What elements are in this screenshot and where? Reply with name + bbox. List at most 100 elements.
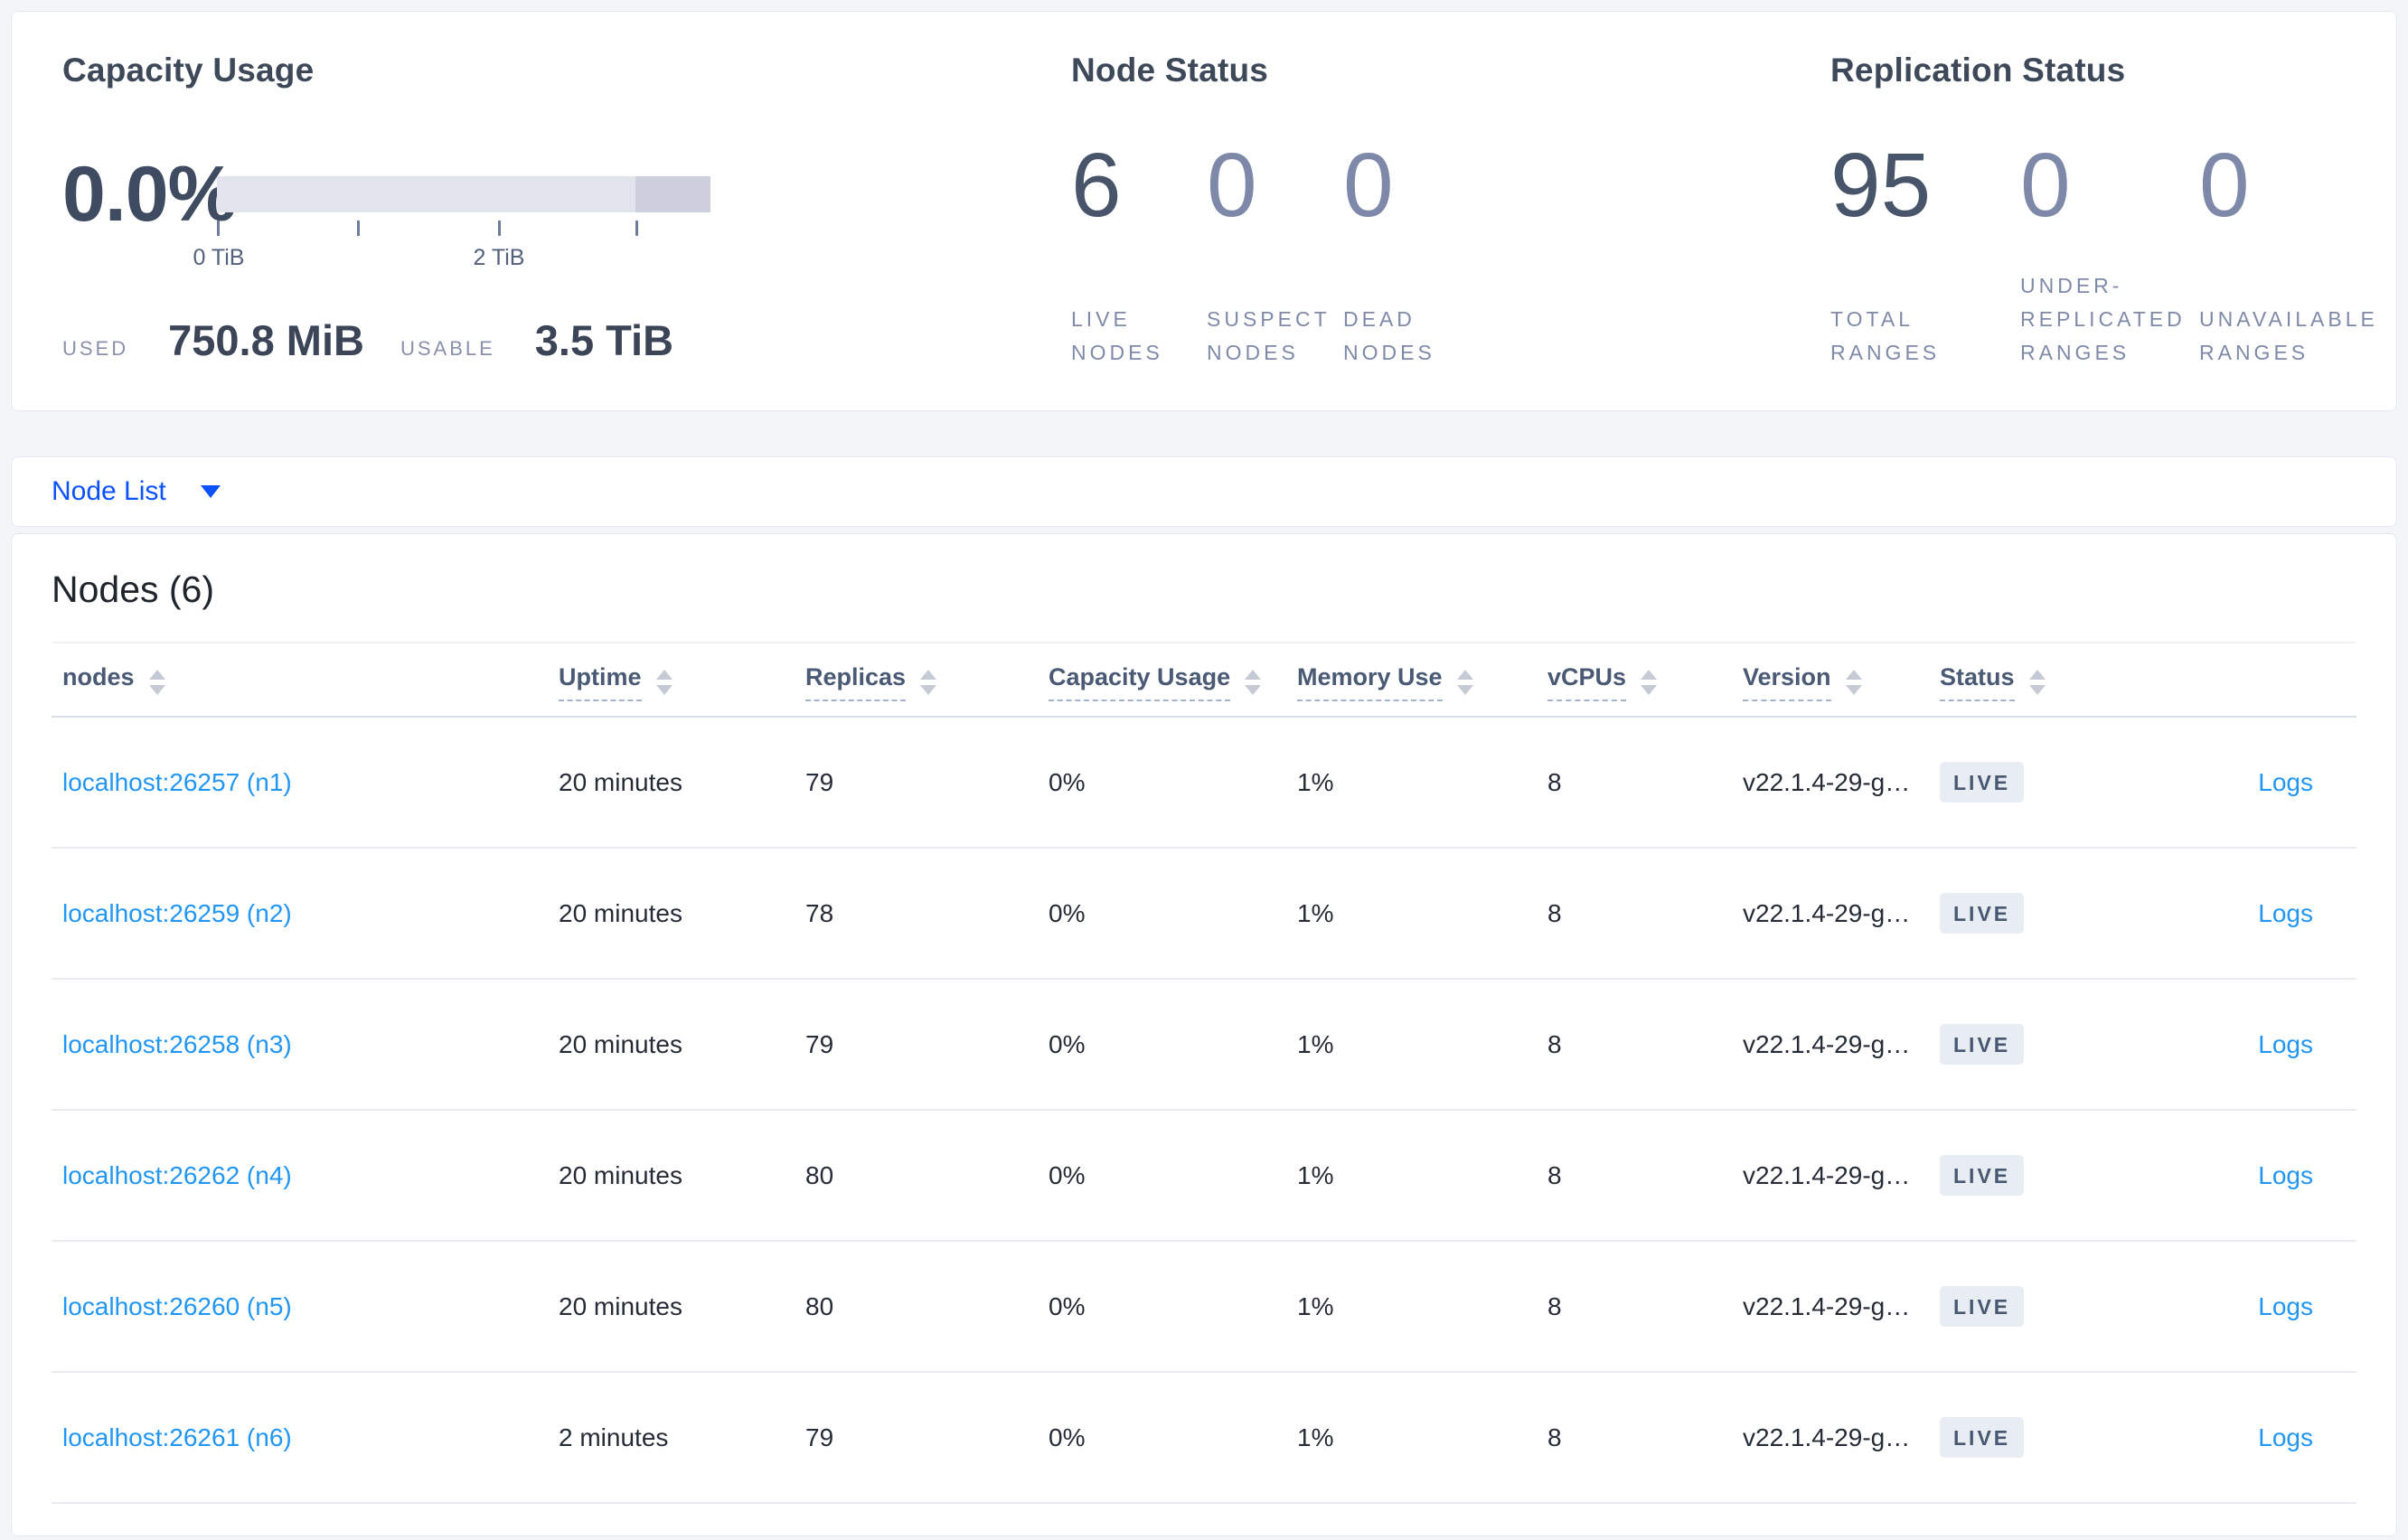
memory-cell: 1% — [1297, 1291, 1334, 1320]
vcpus-cell: 8 — [1547, 1291, 1562, 1320]
axis-tick — [217, 221, 220, 236]
logs-link[interactable]: Logs — [2258, 767, 2313, 796]
capacity-usage-section: Capacity Usage 0.0% 0 TiB 2 TiB USED 750… — [62, 12, 1057, 410]
under-replicated-ranges-label: UNDER-REPLICATED RANGES — [2020, 274, 2186, 364]
column-header-status[interactable]: Status — [1929, 663, 2146, 701]
column-header-replicas[interactable]: Replicas — [795, 663, 1038, 701]
column-header-vcpus[interactable]: vCPUs — [1537, 663, 1732, 701]
logs-link[interactable]: Logs — [2258, 898, 2313, 927]
divider — [52, 642, 2356, 643]
replicas-cell: 79 — [805, 1423, 834, 1451]
under-replicated-ranges-value: 0 — [2020, 135, 2071, 236]
capacity-cell: 0% — [1049, 1160, 1086, 1189]
suspect-nodes-value: 0 — [1207, 135, 1257, 236]
unavailable-ranges-value: 0 — [2199, 135, 2250, 236]
capacity-bar: 0 TiB 2 TiB — [193, 176, 710, 270]
replicas-cell: 80 — [805, 1291, 834, 1320]
column-header-logs — [2146, 663, 2356, 701]
replication-labels: TOTAL RANGES UNDER-REPLICATED RANGES UNA… — [1830, 274, 2407, 370]
live-nodes-value: 6 — [1071, 135, 1122, 236]
column-header-uptime[interactable]: Uptime — [548, 663, 795, 701]
version-cell: v22.1.4-29-g… — [1743, 898, 1911, 927]
sort-icon — [1641, 670, 1658, 695]
total-ranges-value: 95 — [1830, 135, 1932, 236]
node-status-title: Node Status — [1071, 52, 1269, 89]
node-link[interactable]: localhost:26259 (n2) — [62, 898, 292, 927]
column-header-memory-use[interactable]: Memory Use — [1286, 663, 1537, 701]
dead-nodes-value: 0 — [1343, 135, 1394, 236]
node-link[interactable]: localhost:26261 (n6) — [62, 1423, 292, 1451]
table-row: localhost:26261 (n6) 2 minutes 79 0% 1% … — [52, 1373, 2356, 1504]
node-link[interactable]: localhost:26257 (n1) — [62, 767, 292, 796]
sort-icon — [2028, 670, 2046, 695]
memory-cell: 1% — [1297, 1029, 1334, 1058]
capacity-gauge: 0.0% 0 TiB 2 TiB — [62, 147, 710, 270]
usable-label: USABLE — [400, 337, 495, 360]
used-label: USED — [62, 337, 129, 360]
status-badge: LIVE — [1940, 893, 2025, 934]
table-row: localhost:26258 (n3) 20 minutes 79 0% 1%… — [52, 980, 2356, 1111]
node-list-dropdown[interactable]: Node List — [52, 476, 221, 507]
logs-link[interactable]: Logs — [2258, 1423, 2313, 1451]
sort-icon — [1245, 670, 1262, 695]
vcpus-cell: 8 — [1547, 1029, 1562, 1058]
used-value: 750.8 MiB — [168, 316, 364, 364]
version-cell: v22.1.4-29-g… — [1743, 767, 1911, 796]
capacity-cell: 0% — [1049, 1029, 1086, 1058]
version-cell: v22.1.4-29-g… — [1743, 1029, 1911, 1058]
logs-link[interactable]: Logs — [2258, 1291, 2313, 1320]
status-badge: LIVE — [1940, 1286, 2025, 1327]
status-badge: LIVE — [1940, 1155, 2025, 1196]
total-ranges-label: TOTAL RANGES — [1830, 307, 1941, 364]
table-row: localhost:26260 (n5) 20 minutes 80 0% 1%… — [52, 1242, 2356, 1373]
node-link[interactable]: localhost:26258 (n3) — [62, 1029, 292, 1058]
memory-cell: 1% — [1297, 767, 1334, 796]
uptime-cell: 20 minutes — [559, 1029, 682, 1058]
capacity-cell: 0% — [1049, 767, 1086, 796]
node-status-section: Node Status 6 0 0 LIVE NODES SUSPECT NOD… — [1071, 12, 1812, 410]
node-link[interactable]: localhost:26260 (n5) — [62, 1291, 292, 1320]
column-header-capacity-usage[interactable]: Capacity Usage — [1038, 663, 1286, 701]
replicas-cell: 80 — [805, 1160, 834, 1189]
axis-tick-label: 0 TiB — [193, 245, 245, 270]
status-badge: LIVE — [1940, 1024, 2025, 1065]
node-list-dropdown-label: Node List — [52, 476, 166, 506]
capacity-percent: 0.0% — [62, 150, 237, 238]
table-row: localhost:26257 (n1) 20 minutes 79 0% 1%… — [52, 718, 2356, 849]
uptime-cell: 20 minutes — [559, 1291, 682, 1320]
logs-link[interactable]: Logs — [2258, 1029, 2313, 1058]
vcpus-cell: 8 — [1547, 1160, 1562, 1189]
version-cell: v22.1.4-29-g… — [1743, 1423, 1911, 1451]
table-row: localhost:26262 (n4) 20 minutes 80 0% 1%… — [52, 1111, 2356, 1242]
capacity-cell: 0% — [1049, 1423, 1086, 1451]
node-link[interactable]: localhost:26262 (n4) — [62, 1160, 292, 1189]
column-header-nodes[interactable]: nodes — [52, 663, 548, 701]
axis-tick — [357, 221, 360, 236]
vcpus-cell: 8 — [1547, 898, 1562, 927]
capacity-cell: 0% — [1049, 898, 1086, 927]
capacity-bar-other — [635, 176, 710, 212]
memory-cell: 1% — [1297, 1423, 1334, 1451]
table-header-row: nodes Uptime Replicas Capacity Usage Mem… — [52, 643, 2356, 718]
uptime-cell: 20 minutes — [559, 898, 682, 927]
column-header-version[interactable]: Version — [1732, 663, 1929, 701]
sort-icon — [655, 670, 673, 695]
capacity-bar-usable — [217, 176, 710, 212]
capacity-usage-summary: USED 750.8 MiB USABLE 3.5 TiB — [62, 315, 673, 365]
node-list-card: Node List — [11, 456, 2397, 527]
status-badge: LIVE — [1940, 1417, 2025, 1458]
nodes-table-title: Nodes (6) — [52, 568, 215, 610]
replicas-cell: 79 — [805, 767, 834, 796]
capacity-usage-title: Capacity Usage — [62, 52, 315, 89]
replicas-cell: 78 — [805, 898, 834, 927]
uptime-cell: 20 minutes — [559, 1160, 682, 1189]
status-badge: LIVE — [1940, 762, 2025, 803]
logs-link[interactable]: Logs — [2258, 1160, 2313, 1189]
capacity-cell: 0% — [1049, 1291, 1086, 1320]
usable-value: 3.5 TiB — [534, 316, 674, 364]
axis-tick-label: 2 TiB — [473, 245, 525, 270]
live-nodes-label: LIVE NODES — [1071, 307, 1163, 364]
vcpus-cell: 8 — [1547, 767, 1562, 796]
version-cell: v22.1.4-29-g… — [1743, 1160, 1911, 1189]
sort-icon — [1845, 670, 1862, 695]
